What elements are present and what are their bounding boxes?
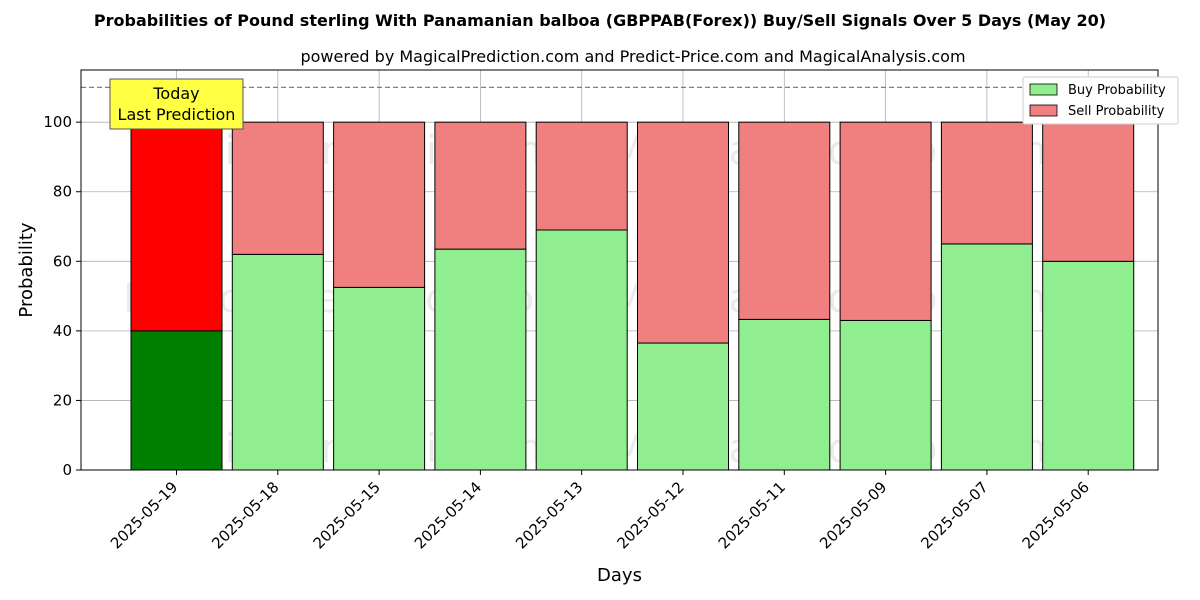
buy-bar-2025-05-11	[738, 318, 831, 471]
legend-label-sell: Sell Probability	[1068, 104, 1165, 119]
x-tick-label: 2025-05-07	[917, 478, 991, 552]
y-tick-label: 100	[43, 113, 72, 131]
x-tick-label: 2025-05-19	[107, 478, 181, 552]
sell-bar-2025-05-11	[738, 121, 831, 320]
plot-area: MagicalAnalysis.comMagicalPrediction.com…	[16, 69, 1179, 586]
legend: Buy Probability Sell Probability	[1022, 76, 1179, 125]
sell-bar-2025-05-19	[130, 121, 223, 332]
y-tick-label: 60	[53, 252, 72, 270]
buy-bar-2025-05-15	[333, 286, 426, 471]
chart-title: Probabilities of Pound sterling With Pan…	[94, 11, 1106, 30]
x-tick-label: 2025-05-14	[411, 478, 485, 552]
annotation-box	[109, 78, 244, 130]
buy-bar-2025-05-12	[637, 342, 729, 471]
buy-bar-2025-05-19	[130, 330, 223, 471]
sell-bar-2025-05-12	[637, 121, 729, 344]
legend-swatch-sell	[1029, 104, 1058, 117]
x-tick-label: 2025-05-06	[1019, 478, 1093, 552]
y-tick-label: 20	[53, 391, 72, 409]
y-tick-label: 80	[53, 183, 72, 201]
annotation-line1: Today	[152, 84, 199, 103]
x-tick-label: 2025-05-18	[208, 478, 282, 552]
x-tick-label: 2025-05-09	[816, 478, 890, 552]
sell-bar-2025-05-14	[434, 121, 527, 250]
buy-bar-2025-05-14	[434, 248, 527, 471]
buy-bar-2025-05-09	[839, 319, 932, 471]
chart-subtitle: powered by MagicalPrediction.com and Pre…	[300, 47, 965, 66]
buy-bar-2025-05-07	[940, 243, 1033, 471]
x-tick-label: 2025-05-11	[715, 478, 789, 552]
x-axis-label: Days	[597, 565, 642, 586]
legend-box	[1022, 76, 1179, 125]
y-axis-label: Probability	[16, 222, 37, 317]
x-tick-label: 2025-05-12	[613, 478, 687, 552]
sell-bar-2025-05-13	[535, 121, 628, 231]
buy-bar-2025-05-18	[231, 253, 324, 471]
sell-bar-2025-05-06	[1042, 121, 1135, 262]
x-tick-label: 2025-05-15	[310, 478, 384, 552]
sell-bar-2025-05-15	[333, 121, 426, 288]
today-annotation: Today Last Prediction	[109, 78, 244, 130]
buy-bar-2025-05-13	[535, 229, 628, 471]
legend-swatch-buy	[1029, 83, 1058, 96]
y-tick-label: 40	[53, 322, 72, 340]
y-tick-label: 0	[62, 461, 72, 479]
legend-label-buy: Buy Probability	[1068, 83, 1166, 98]
sell-bar-2025-05-09	[839, 121, 932, 321]
plot-frame	[80, 69, 1159, 471]
sell-bar-2025-05-18	[231, 121, 324, 255]
buy-bar-2025-05-06	[1042, 260, 1135, 471]
x-tick-label: 2025-05-13	[512, 478, 586, 552]
sell-bar-2025-05-07	[940, 121, 1033, 245]
annotation-line2: Last Prediction	[118, 105, 236, 124]
